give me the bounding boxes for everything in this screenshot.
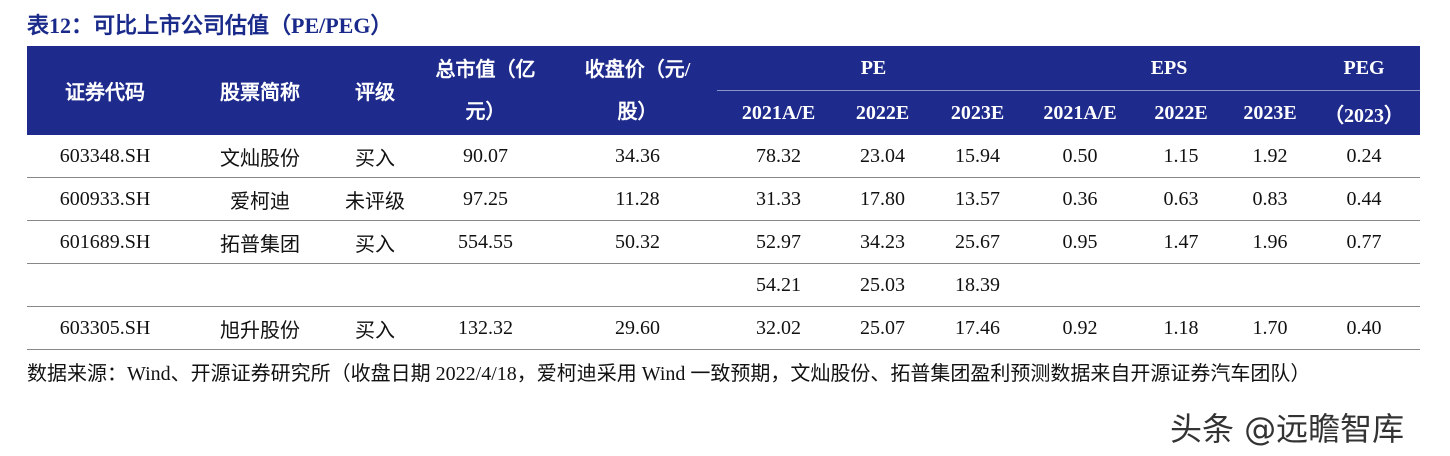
table-cell (183, 263, 337, 307)
table-cell: 25.67 (925, 220, 1031, 264)
table-cell: 603305.SH (27, 306, 183, 350)
table-cell: 0.92 (1030, 306, 1131, 350)
table-cell: 买入 (337, 306, 413, 350)
table-cell: 31.33 (717, 177, 840, 221)
table-row: 600933.SH 爱柯迪 未评级 97.25 11.28 31.33 17.80 13.57… (27, 177, 1421, 221)
valuation-table: 证券代码 股票简称 评级 总市值（亿元） 收盘价（元/股） PE EPS PEG… (27, 46, 1421, 350)
table-cell: 1.15 (1130, 135, 1233, 178)
table-cell: 13.57 (925, 177, 1031, 221)
table-cell: 554.55 (413, 220, 558, 264)
table-cell (27, 263, 183, 307)
table-cell: 90.07 (413, 135, 558, 178)
header-cell: 2021A/E (1030, 90, 1131, 135)
table-cell: 25.07 (840, 306, 925, 350)
header-cell: 评级 (337, 46, 413, 135)
table-cell: 爱柯迪 (183, 177, 337, 221)
group-header: PEG (1308, 46, 1421, 91)
table-cell: 0.95 (1030, 220, 1131, 264)
watermark: 头条 @远瞻智库 (1170, 410, 1405, 448)
table-row: 603305.SH 旭升股份 买入 132.32 29.60 32.02 25.07 17.4… (27, 306, 1421, 350)
table-cell: 54.21 (717, 263, 840, 307)
table-cell: 132.32 (413, 306, 558, 350)
table-cell: 0.36 (1030, 177, 1131, 221)
header-cell: 2023E (925, 90, 1031, 135)
table-cell: 601689.SH (27, 220, 183, 264)
header-cell: 2021A/E (717, 90, 840, 135)
table-cell (413, 263, 558, 307)
table-cell: 0.40 (1308, 306, 1421, 350)
table-cell: 25.03 (840, 263, 925, 307)
header-cell: 2023E (1232, 90, 1309, 135)
table-row: 601689.SH 拓普集团 买入 554.55 50.32 52.97 34.23 25.6… (27, 220, 1421, 264)
source-note: 数据来源：Wind、开源证券研究所（收盘日期 2022/4/18，爱柯迪采用 W… (27, 363, 1311, 385)
table-cell (558, 263, 717, 307)
group-header: PE (717, 46, 1031, 91)
table-cell: 拓普集团 (183, 220, 337, 264)
table-cell: 未评级 (337, 177, 413, 221)
group-header: EPS (1030, 46, 1309, 91)
table-cell: 买入 (337, 220, 413, 264)
header-cell: 收盘价（元/股） (558, 46, 717, 135)
header-cell: 股票简称 (183, 46, 337, 135)
table-cell: 1.92 (1232, 135, 1309, 178)
table-cell: 32.02 (717, 306, 840, 350)
table-title: 表12：可比上市公司估值（PE/PEG） (27, 13, 393, 38)
header-cell: 总市值（亿元） (413, 46, 558, 135)
table-cell (1232, 263, 1309, 307)
table-cell (1130, 263, 1233, 307)
table-cell: 603348.SH (27, 135, 183, 178)
table-cell: 78.32 (717, 135, 840, 178)
table-cell: 17.80 (840, 177, 925, 221)
table-cell: 0.50 (1030, 135, 1131, 178)
table-cell: 600933.SH (27, 177, 183, 221)
header-cell: 证券代码 (27, 46, 183, 135)
header-row: 2021A/E 2022E 2023E 2021A/E 2022E 2023E （2023） (27, 90, 1421, 135)
table-cell: 15.94 (925, 135, 1031, 178)
table-cell: 0.24 (1308, 135, 1421, 178)
table-cell: 23.04 (840, 135, 925, 178)
table-cell: 1.18 (1130, 306, 1233, 350)
table-cell: 17.46 (925, 306, 1031, 350)
table-cell: 1.70 (1232, 306, 1309, 350)
table-cell: 18.39 (925, 263, 1031, 307)
header-cell: 2022E (1130, 90, 1233, 135)
table-cell: 1.96 (1232, 220, 1309, 264)
table-cell: 文灿股份 (183, 135, 337, 178)
table-cell: 52.97 (717, 220, 840, 264)
table-cell: 11.28 (558, 177, 717, 221)
table-cell: 34.36 (558, 135, 717, 178)
table-cell: 97.25 (413, 177, 558, 221)
table-cell: 50.32 (558, 220, 717, 264)
header-text: 收盘价（元/股） (584, 58, 691, 123)
header-text: 总市值（亿元） (435, 58, 536, 123)
table-cell: 29.60 (558, 306, 717, 350)
table-cell: 34.23 (840, 220, 925, 264)
table-cell: 0.77 (1308, 220, 1421, 264)
table-cell: 0.83 (1232, 177, 1309, 221)
table-body: 603348.SH 文灿股份 买入 90.07 34.36 78.32 23.04 15.94… (27, 135, 1421, 350)
table-row: 603348.SH 文灿股份 买入 90.07 34.36 78.32 23.04 15.94… (27, 135, 1421, 178)
table-row: 54.21 25.03 18.39 (27, 263, 1421, 307)
table-cell (1030, 263, 1131, 307)
table-cell: 1.47 (1130, 220, 1233, 264)
table-cell (1308, 263, 1421, 307)
header-cell: 2022E (840, 90, 925, 135)
table-cell: 0.63 (1130, 177, 1233, 221)
table-cell (337, 263, 413, 307)
header-cell: （2023） (1308, 90, 1421, 135)
table-cell: 旭升股份 (183, 306, 337, 350)
table-cell: 0.44 (1308, 177, 1421, 221)
table-cell: 买入 (337, 135, 413, 178)
